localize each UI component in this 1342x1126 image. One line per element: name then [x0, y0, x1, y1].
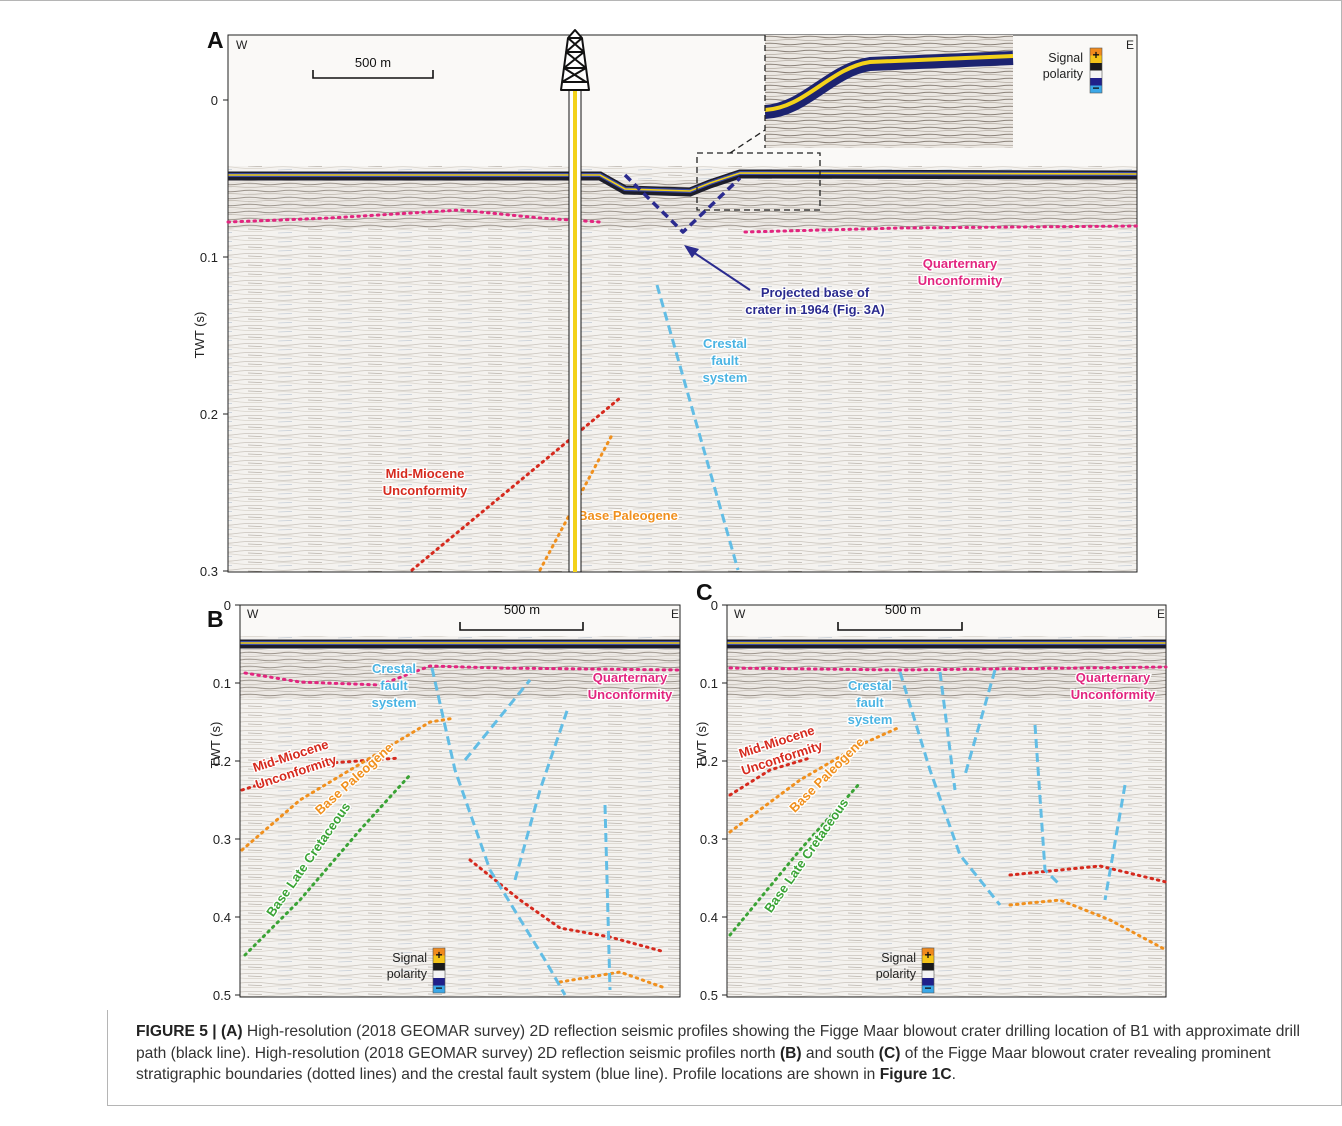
polarity-label: polarity	[387, 967, 428, 981]
annotation-line: fault	[711, 353, 739, 368]
polarity-swatch	[922, 963, 934, 971]
polarity-swatch	[922, 971, 934, 979]
scale-bar-label: 500 m	[504, 602, 540, 617]
annotation-line: Quarternary	[593, 670, 668, 685]
caption-bold: (C)	[879, 1045, 901, 1062]
annotation-line: system	[372, 695, 417, 710]
annotation-line: fault	[380, 678, 408, 693]
east-label: E	[1126, 38, 1134, 52]
y-tick-label: 0	[224, 598, 231, 613]
y-tick-label: 0.3	[700, 832, 718, 847]
polarity-plus: +	[1092, 48, 1099, 62]
west-label: W	[236, 38, 248, 52]
polarity-minus: −	[924, 981, 931, 995]
polarity-label: Signal	[1048, 51, 1083, 65]
polarity-label: Signal	[392, 951, 427, 965]
y-tick-label: 0.1	[200, 250, 218, 265]
caption-bold: FIGURE 5 | (A)	[136, 1023, 243, 1040]
east-label: E	[671, 607, 679, 621]
polarity-label: polarity	[876, 967, 917, 981]
annotation-line: Crestal	[848, 678, 892, 693]
y-tick-label: 0.2	[200, 407, 218, 422]
polarity-minus: −	[435, 981, 442, 995]
axis-title: TWT (s)	[192, 312, 207, 359]
annotation-line: Unconformity	[383, 483, 468, 498]
polarity-minus: −	[1092, 81, 1099, 95]
polarity-label: Signal	[881, 951, 916, 965]
water-column	[727, 605, 1166, 636]
polarity-plus: +	[435, 948, 442, 962]
y-tick-label: 0.3	[200, 564, 218, 579]
axis-title: TWT (s)	[208, 722, 223, 769]
annotation-line: Projected base of	[761, 285, 870, 300]
annotation-line: system	[848, 712, 893, 727]
west-label: W	[734, 607, 746, 621]
annotation-line: Unconformity	[1071, 687, 1156, 702]
y-tick-label: 0.5	[213, 988, 231, 1003]
page-body: { "panels": [ { "label": "A", "west": "W…	[0, 0, 1342, 1126]
y-tick-label: 0.4	[213, 910, 231, 925]
y-tick-label: 0	[211, 93, 218, 108]
annotation-line: Unconformity	[918, 273, 1003, 288]
polarity-label: polarity	[1043, 67, 1084, 81]
axis-title: TWT (s)	[694, 722, 709, 769]
polarity-swatch	[433, 971, 445, 979]
annotation-line: Crestal	[703, 336, 747, 351]
caption-text: .	[952, 1066, 956, 1083]
caption-text: and south	[802, 1045, 879, 1062]
annotation-line: system	[703, 370, 748, 385]
caption: FIGURE 5 | (A) High-resolution (2018 GEO…	[136, 1021, 1332, 1086]
y-tick-label: 0.3	[213, 832, 231, 847]
annotation-line: crater in 1964 (Fig. 3A)	[745, 302, 884, 317]
water-column	[240, 605, 680, 636]
annotation-line: Quarternary	[1076, 670, 1151, 685]
caption-bold: Figure 1C	[880, 1066, 952, 1083]
panel-label: C	[696, 579, 713, 605]
annotation-line: Mid-Miocene	[386, 466, 465, 481]
y-tick-label: 0.1	[700, 676, 718, 691]
polarity-swatch	[1090, 63, 1102, 71]
east-label: E	[1157, 607, 1165, 621]
polarity-plus: +	[924, 948, 931, 962]
shallow-reflectors	[228, 180, 1137, 228]
caption-bold: (B)	[780, 1045, 802, 1062]
page: Figure 5 html, body { margin: 0; padding…	[0, 0, 1342, 1126]
panel-label: A	[207, 27, 224, 53]
polarity-swatch	[433, 963, 445, 971]
west-label: W	[247, 607, 259, 621]
panel-label: B	[207, 606, 224, 632]
annotation-line: Unconformity	[588, 687, 673, 702]
scale-bar-label: 500 m	[355, 55, 391, 70]
annotation-line: Quarternary	[923, 256, 998, 271]
polarity-swatch	[1090, 71, 1102, 79]
scale-bar-label: 500 m	[885, 602, 921, 617]
y-tick-label: 0.4	[700, 910, 718, 925]
y-tick-label: 0.1	[213, 676, 231, 691]
annotation-line: Crestal	[372, 661, 416, 676]
annotation-line: Base Paleogene	[578, 508, 678, 523]
annotation-line: fault	[856, 695, 884, 710]
y-tick-label: 0.5	[700, 988, 718, 1003]
annotation: Base Paleogene	[578, 508, 678, 523]
